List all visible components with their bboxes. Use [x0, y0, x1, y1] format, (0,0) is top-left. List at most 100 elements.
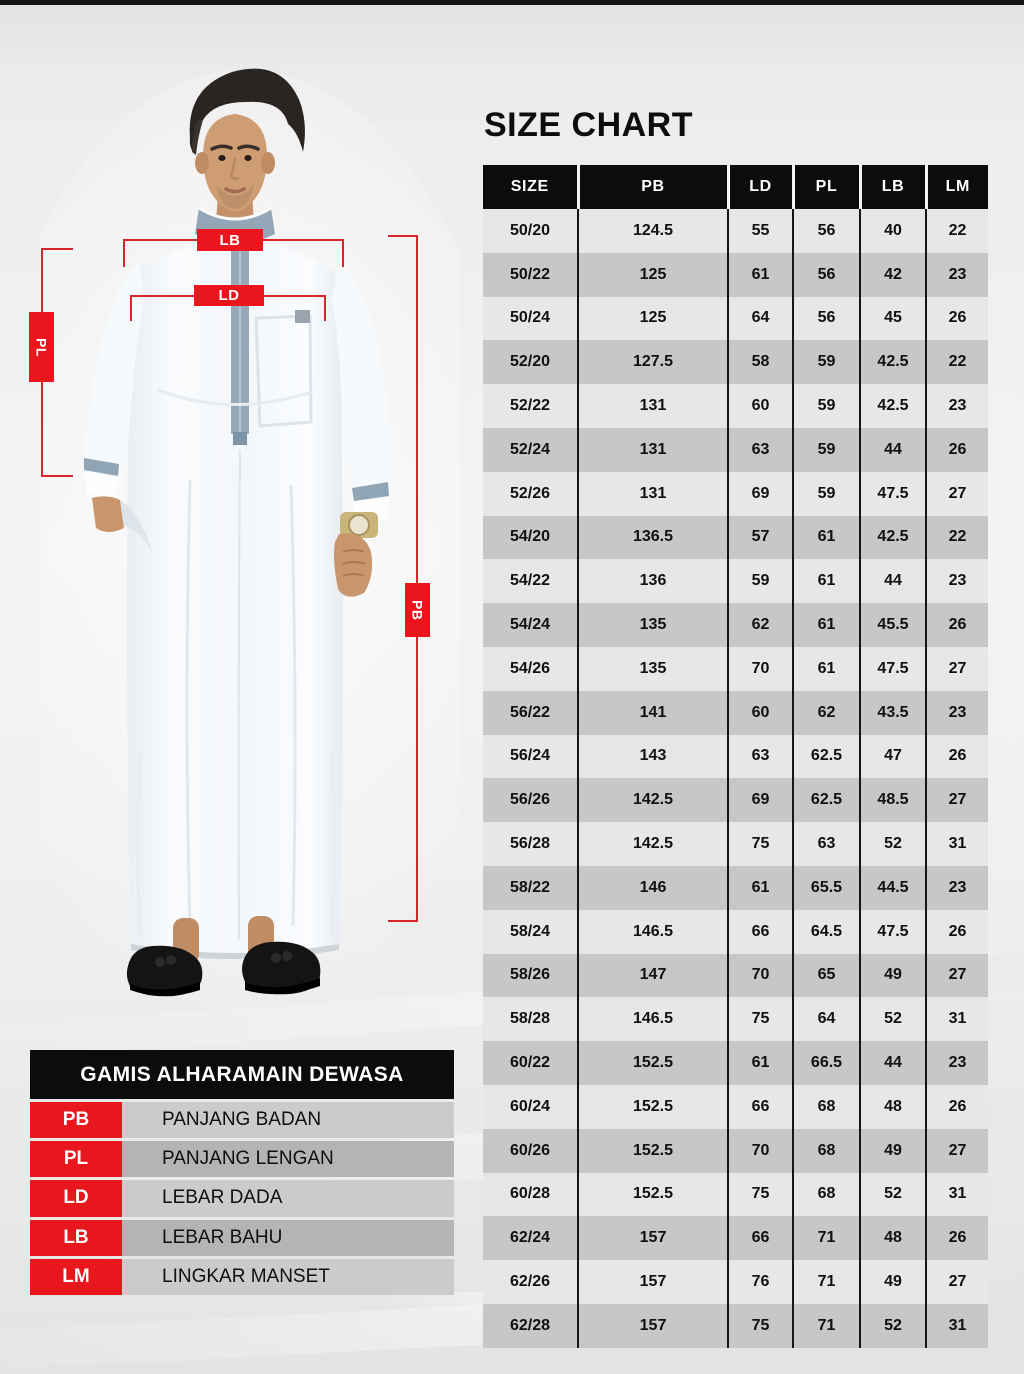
- size-cell: 62/24: [483, 1216, 578, 1261]
- measure-tick: [388, 235, 418, 237]
- size-cell: 58/22: [483, 865, 578, 910]
- legend-title: GAMIS ALHARAMAIN DEWASA: [30, 1050, 454, 1099]
- value-cell: 136.5: [577, 515, 728, 560]
- size-table-header: SIZE PB LD PL LB LM: [483, 165, 988, 209]
- value-cell: 26: [925, 909, 988, 954]
- value-cell: 141: [577, 690, 728, 735]
- value-cell: 58: [727, 340, 793, 385]
- value-cell: 56: [792, 209, 860, 253]
- measure-tick: [123, 239, 125, 267]
- size-cell: 50/24: [483, 296, 578, 341]
- size-cell: 62/28: [483, 1303, 578, 1348]
- value-cell: 75: [727, 822, 793, 866]
- value-cell: 65.5: [792, 865, 860, 910]
- value-cell: 63: [792, 822, 860, 866]
- value-cell: 56: [792, 296, 860, 341]
- legend-row: LM LINGKAR MANSET: [30, 1258, 454, 1295]
- legend-abbr: LB: [30, 1219, 122, 1256]
- value-cell: 66.5: [792, 1041, 860, 1085]
- value-cell: 75: [727, 1303, 793, 1348]
- table-row: 54/22 136 59 61 44 23: [483, 559, 988, 604]
- table-row: 52/26 131 69 59 47.5 27: [483, 471, 988, 516]
- value-cell: 52: [859, 997, 926, 1042]
- legend: GAMIS ALHARAMAIN DEWASA PB PANJANG BADAN P…: [30, 1050, 454, 1295]
- value-cell: 47.5: [859, 646, 926, 691]
- size-cell: 52/24: [483, 427, 578, 472]
- value-cell: 75: [727, 1172, 793, 1217]
- column-header: LM: [924, 165, 988, 209]
- table-row: 58/28 146.5 75 64 52 31: [483, 997, 988, 1042]
- table-row: 58/22 146 61 65.5 44.5 23: [483, 865, 988, 910]
- header-row: SIZE PB LD PL LB LM: [483, 165, 988, 209]
- value-cell: 157: [577, 1260, 728, 1304]
- value-cell: 42.5: [859, 515, 926, 560]
- size-cell: 52/22: [483, 384, 578, 428]
- value-cell: 49: [859, 1260, 926, 1304]
- model-figure-area: [0, 60, 515, 1055]
- value-cell: 59: [792, 340, 860, 385]
- value-cell: 26: [925, 296, 988, 341]
- value-cell: 31: [925, 997, 988, 1042]
- legend-label: LEBAR DADA: [122, 1180, 454, 1217]
- value-cell: 60: [727, 384, 793, 428]
- value-cell: 27: [925, 1128, 988, 1173]
- value-cell: 66: [727, 1084, 793, 1129]
- table-row: 54/24 135 62 61 45.5 26: [483, 603, 988, 647]
- value-cell: 23: [925, 559, 988, 604]
- value-cell: 59: [727, 559, 793, 604]
- value-cell: 61: [727, 252, 793, 297]
- value-cell: 68: [792, 1172, 860, 1217]
- value-cell: 61: [792, 603, 860, 647]
- value-cell: 146: [577, 865, 728, 910]
- value-cell: 61: [727, 865, 793, 910]
- value-cell: 22: [925, 209, 988, 253]
- value-cell: 27: [925, 1260, 988, 1304]
- measure-tick: [130, 295, 132, 321]
- value-cell: 61: [792, 559, 860, 604]
- value-cell: 68: [792, 1084, 860, 1129]
- size-cell: 52/20: [483, 340, 578, 385]
- size-cell: 60/28: [483, 1172, 578, 1217]
- value-cell: 31: [925, 1172, 988, 1217]
- value-cell: 43.5: [859, 690, 926, 735]
- value-cell: 63: [727, 427, 793, 472]
- value-cell: 23: [925, 865, 988, 910]
- value-cell: 152.5: [577, 1084, 728, 1129]
- legend-label: PANJANG BADAN: [122, 1102, 454, 1139]
- value-cell: 40: [859, 209, 926, 253]
- value-cell: 70: [727, 1128, 793, 1173]
- value-cell: 47.5: [859, 909, 926, 954]
- value-cell: 49: [859, 1128, 926, 1173]
- value-cell: 23: [925, 252, 988, 297]
- value-cell: 52: [859, 1303, 926, 1348]
- value-cell: 60: [727, 690, 793, 735]
- value-cell: 45.5: [859, 603, 926, 647]
- value-cell: 69: [727, 778, 793, 823]
- legend-row: LD LEBAR DADA: [30, 1180, 454, 1217]
- value-cell: 71: [792, 1260, 860, 1304]
- value-cell: 42.5: [859, 384, 926, 428]
- measure-label-pb: PB: [405, 583, 430, 637]
- size-cell: 50/20: [483, 209, 578, 253]
- value-cell: 61: [727, 1041, 793, 1085]
- size-cell: 54/26: [483, 646, 578, 691]
- legend-label: LINGKAR MANSET: [122, 1258, 454, 1295]
- value-cell: 26: [925, 1084, 988, 1129]
- value-cell: 52: [859, 1172, 926, 1217]
- value-cell: 66: [727, 1216, 793, 1261]
- value-cell: 64: [792, 997, 860, 1042]
- value-cell: 47: [859, 734, 926, 779]
- table-row: 60/24 152.5 66 68 48 26: [483, 1084, 988, 1129]
- value-cell: 42.5: [859, 340, 926, 385]
- table-row: 62/24 157 66 71 48 26: [483, 1216, 988, 1261]
- legend-label: LEBAR BAHU: [122, 1219, 454, 1256]
- value-cell: 146.5: [577, 909, 728, 954]
- legend-label: PANJANG LENGAN: [122, 1141, 454, 1178]
- table-row: 54/26 135 70 61 47.5 27: [483, 646, 988, 691]
- value-cell: 27: [925, 646, 988, 691]
- value-cell: 62.5: [792, 778, 860, 823]
- value-cell: 44: [859, 559, 926, 604]
- value-cell: 57: [727, 515, 793, 560]
- value-cell: 63: [727, 734, 793, 779]
- value-cell: 55: [727, 209, 793, 253]
